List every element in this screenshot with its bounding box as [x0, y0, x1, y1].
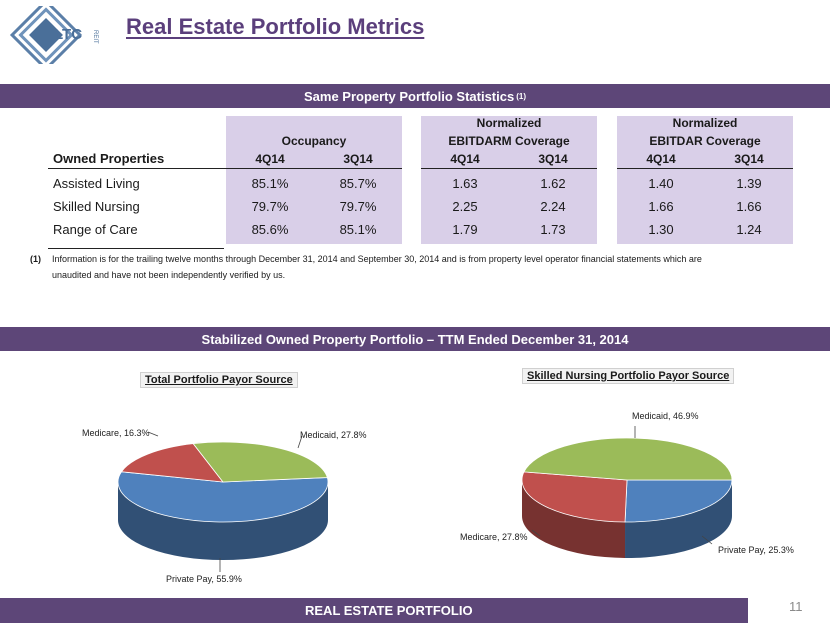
table-cell: 2.24 [540, 199, 566, 214]
pie-label-medicaid: Medicaid, 27.8% [300, 430, 367, 440]
table-cell: 1.30 [648, 222, 674, 237]
pie-slice-side [118, 482, 328, 560]
period-header: 4Q14 [450, 152, 480, 166]
page-title: Real Estate Portfolio Metrics [126, 14, 425, 39]
pie-title-total: Total Portfolio Payor Source [140, 372, 298, 388]
table-cell: 1.79 [452, 222, 478, 237]
row-label: Skilled Nursing [53, 199, 140, 214]
group-ebitdar-top: Normalized [672, 116, 738, 130]
table-cell: 2.25 [452, 199, 478, 214]
page-number: 11 [789, 599, 803, 614]
pie-slice-private-pay [624, 479, 733, 523]
period-header: 3Q14 [343, 152, 373, 166]
period-header: 4Q14 [646, 152, 676, 166]
stats-band: Same Property Portfolio Statistics (1) [0, 84, 830, 108]
pie-slice-medicare [521, 471, 628, 523]
table-cell: 1.39 [736, 176, 762, 191]
table-cell: 85.7% [339, 176, 377, 191]
pie-leader-line [147, 431, 159, 437]
table-cell: 1.40 [648, 176, 674, 191]
footnote-line: unaudited and have not been independentl… [52, 270, 286, 280]
ltc-logo: LTC REIT [8, 0, 108, 72]
pie-chart-snf [521, 426, 733, 558]
table-cell: 1.66 [648, 199, 674, 214]
header-rule [48, 168, 402, 169]
group-ebitdarm-top: Normalized [476, 116, 542, 130]
table-cell: 1.63 [452, 176, 478, 191]
table-cell: 85.6% [251, 222, 289, 237]
occupancy-block [226, 116, 402, 244]
portfolio-band-title: Stabilized Owned Property Portfolio – TT… [201, 331, 629, 347]
pie-leader-line [297, 435, 303, 449]
header-rule [617, 168, 793, 169]
stats-band-title: Same Property Portfolio Statistics [303, 88, 515, 104]
row-label: Range of Care [53, 222, 138, 237]
pie-slice-medicare [120, 443, 224, 483]
table-cell: 85.1% [251, 176, 289, 191]
footnote-line: Information is for the trailing twelve m… [52, 254, 702, 264]
pie-label-medicare: Medicare, 16.3% [82, 428, 150, 438]
footer-bar: REAL ESTATE PORTFOLIO [0, 598, 748, 623]
row-header-label: Owned Properties [53, 151, 165, 166]
pie-label-private-pay: Private Pay, 55.9% [166, 574, 242, 584]
footnote-marker: (1) [30, 254, 41, 264]
row-label: Assisted Living [53, 176, 140, 191]
table-cell: 1.24 [736, 222, 762, 237]
pie-label-private-pay: Private Pay, 25.3% [718, 545, 794, 555]
pie-title-snf: Skilled Nursing Portfolio Payor Source [522, 368, 735, 384]
ebitdarm-block [421, 116, 597, 244]
group-occupancy: Occupancy [281, 134, 347, 148]
group-ebitdarm: EBITDARM Coverage [448, 134, 570, 148]
pie-label-medicaid: Medicaid, 46.9% [632, 411, 699, 421]
logo-text: LTC [54, 26, 83, 43]
footer-label: REAL ESTATE PORTFOLIO [305, 603, 473, 618]
pie-chart-total [117, 431, 329, 572]
table-cell: 1.73 [540, 222, 566, 237]
portfolio-band: Stabilized Owned Property Portfolio – TT… [0, 327, 830, 351]
table-cell: 85.1% [339, 222, 377, 237]
table-cell: 1.66 [736, 199, 762, 214]
pie-slice-medicaid [523, 437, 733, 481]
pie-slice-side [522, 480, 626, 558]
table-cell: 79.7% [251, 199, 289, 214]
table-cell: 1.62 [540, 176, 566, 191]
logo-subtext: REIT [92, 30, 98, 44]
ebitdar-block [617, 116, 793, 244]
period-header: 4Q14 [255, 152, 285, 166]
pie-slice-private-pay [117, 471, 329, 523]
footnote-rule [48, 248, 224, 249]
table-cell: 79.7% [339, 199, 377, 214]
pie-leader-line [531, 529, 541, 537]
period-header: 3Q14 [538, 152, 568, 166]
pie-label-medicare: Medicare, 27.8% [460, 532, 528, 542]
group-ebitdar: EBITDAR Coverage [649, 134, 761, 148]
header-rule [421, 168, 597, 169]
pie-leader-line [701, 535, 713, 545]
stats-band-sup: (1) [516, 91, 526, 101]
period-header: 3Q14 [734, 152, 764, 166]
pie-slice-medicaid [192, 441, 328, 483]
